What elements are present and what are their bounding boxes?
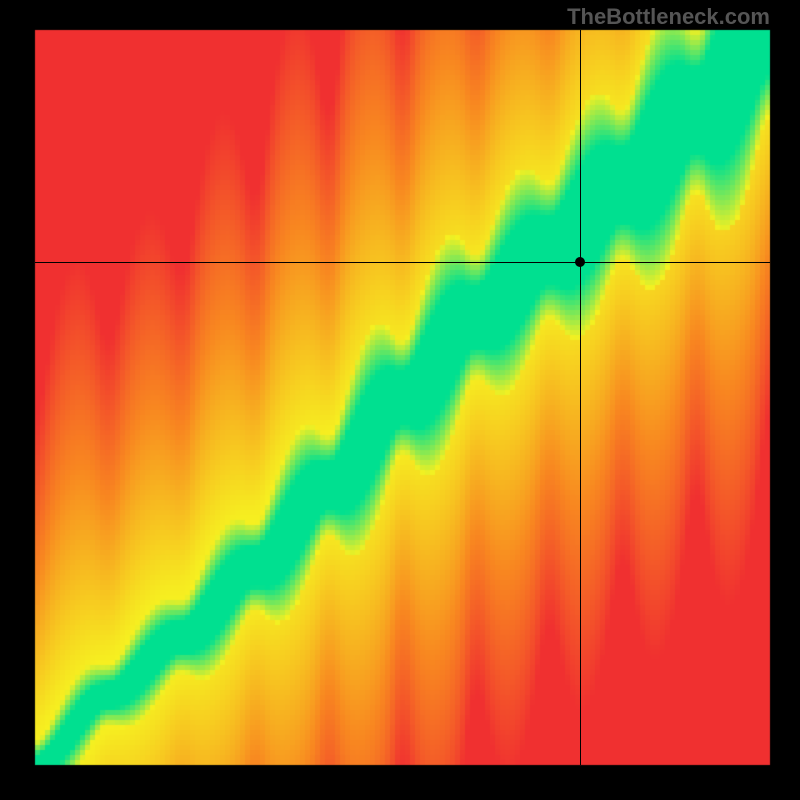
heatmap-canvas: [0, 0, 800, 800]
intersection-marker: [575, 257, 585, 267]
bottleneck-heatmap: TheBottleneck.com: [0, 0, 800, 800]
crosshair-vertical: [580, 30, 581, 765]
crosshair-horizontal: [35, 262, 770, 263]
watermark-text: TheBottleneck.com: [567, 4, 770, 30]
